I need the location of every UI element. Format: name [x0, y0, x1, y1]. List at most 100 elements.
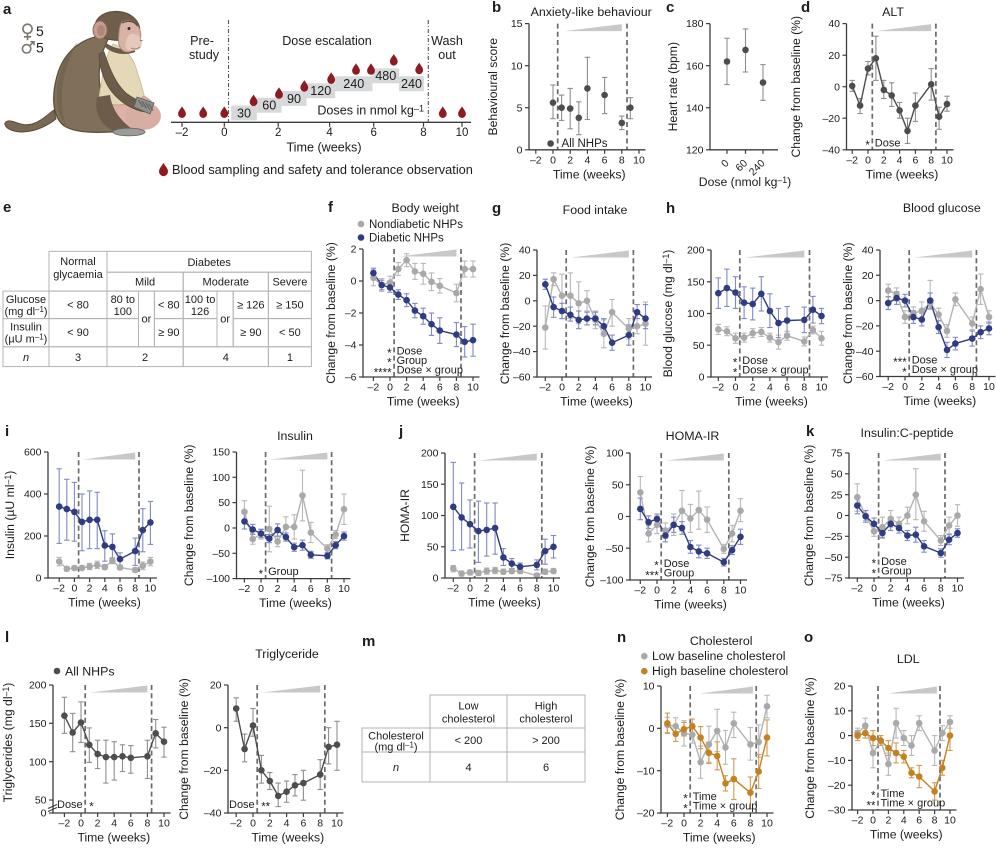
svg-text:Time: Time [693, 791, 717, 803]
svg-text:50: 50 [693, 340, 705, 352]
svg-text:0: 0 [654, 585, 660, 597]
svg-text:0: 0 [467, 583, 473, 595]
svg-text:4: 4 [584, 154, 590, 166]
svg-text:2: 2 [404, 382, 410, 394]
svg-text:m: m [362, 633, 375, 650]
svg-text:Change from baseline (%): Change from baseline (%) [803, 677, 817, 819]
svg-text:2: 2 [888, 583, 894, 595]
svg-text:–30: –30 [828, 805, 846, 817]
svg-text:*: * [89, 802, 94, 814]
svg-text:400: 400 [24, 489, 42, 501]
svg-text:–20: –20 [822, 113, 840, 125]
svg-text:Dose: Dose [875, 137, 901, 149]
svg-text:0: 0 [618, 511, 624, 523]
svg-text:0: 0 [221, 127, 227, 139]
svg-text:4: 4 [465, 762, 471, 774]
svg-text:–40: –40 [204, 808, 222, 820]
svg-text:High baseline cholesterol: High baseline cholesterol [652, 664, 788, 678]
svg-text:2: 2 [576, 382, 582, 394]
svg-text:4: 4 [111, 818, 117, 830]
svg-text:6: 6 [117, 583, 123, 595]
svg-text:**: ** [261, 802, 270, 814]
svg-text:150: 150 [687, 276, 705, 288]
svg-text:2: 2 [95, 818, 101, 830]
svg-text:90: 90 [287, 92, 301, 106]
svg-text:10: 10 [548, 583, 560, 595]
svg-text:–2: –2 [712, 382, 724, 394]
svg-text:4: 4 [904, 583, 910, 595]
svg-text:–2: –2 [230, 818, 242, 830]
svg-text:Cholesterol: Cholesterol [368, 731, 424, 743]
svg-text:10: 10 [941, 154, 953, 166]
svg-text:Group: Group [268, 566, 299, 578]
svg-text:–4: –4 [345, 340, 357, 352]
svg-text:100: 100 [421, 510, 439, 522]
svg-text:3: 3 [75, 352, 81, 364]
svg-text:2: 2 [87, 583, 93, 595]
svg-text:50: 50 [831, 468, 843, 480]
svg-text:60: 60 [262, 99, 276, 113]
svg-text:Time (weeks): Time (weeks) [683, 831, 756, 845]
svg-text:100: 100 [687, 308, 705, 320]
svg-text:–50: –50 [212, 548, 230, 560]
svg-text:Triglyceride: Triglyceride [255, 647, 319, 661]
svg-text:0: 0 [517, 144, 523, 156]
svg-text:0: 0 [36, 573, 42, 585]
svg-text:Dose × group: Dose × group [397, 365, 463, 377]
svg-text:*: * [902, 367, 907, 379]
svg-text:–20: –20 [828, 780, 846, 792]
svg-text:–20: –20 [856, 321, 874, 333]
svg-text:4: 4 [326, 127, 333, 139]
svg-text:Time (weeks): Time (weeks) [872, 596, 945, 610]
svg-text:–2: –2 [53, 583, 65, 595]
svg-text:–60: –60 [513, 372, 531, 384]
svg-text:4: 4 [901, 815, 907, 827]
svg-text:a: a [3, 1, 12, 18]
svg-text:0: 0 [733, 382, 739, 394]
svg-text:Time: Time [881, 788, 905, 800]
svg-text:10: 10 [511, 60, 523, 72]
svg-text:8: 8 [932, 815, 938, 827]
svg-text:Low baseline cholesterol: Low baseline cholesterol [652, 649, 785, 663]
svg-text:0: 0 [681, 818, 687, 830]
svg-text:Body weight: Body weight [391, 201, 459, 215]
svg-text:or: or [142, 314, 152, 326]
svg-text:*: * [683, 794, 688, 806]
svg-text:cholesterol: cholesterol [442, 714, 495, 726]
svg-text:Change from baseline (%): Change from baseline (%) [324, 242, 338, 384]
svg-text:Doses in nmol kg–1: Doses in nmol kg–1 [317, 104, 424, 118]
svg-text:–60: –60 [856, 371, 874, 383]
svg-text:***: *** [893, 357, 907, 369]
svg-text:study: study [189, 48, 220, 62]
svg-text:> 200: > 200 [532, 735, 560, 747]
svg-text:**: ** [867, 800, 876, 812]
svg-text:j: j [398, 423, 403, 440]
svg-text:100: 100 [212, 472, 230, 484]
svg-text:Dose: Dose [912, 354, 938, 366]
svg-text:0: 0 [387, 382, 393, 394]
svg-text:Dose: Dose [664, 558, 690, 570]
svg-text:Pre-: Pre- [190, 34, 214, 48]
svg-text:–20: –20 [637, 808, 655, 820]
svg-text:o: o [804, 629, 813, 646]
svg-text:*: * [865, 140, 870, 152]
svg-text:Change from baseline (%): Change from baseline (%) [802, 445, 816, 587]
svg-text:2: 2 [142, 352, 148, 364]
svg-text:Nondiabetic NHPs: Nondiabetic NHPs [369, 219, 463, 231]
svg-text:6: 6 [784, 382, 790, 394]
svg-text:Heart rate (bpm): Heart rate (bpm) [666, 42, 680, 131]
svg-text:10: 10 [952, 583, 964, 595]
svg-text:b: b [492, 0, 501, 16]
svg-text:10: 10 [338, 583, 350, 595]
svg-text:240: 240 [343, 77, 364, 91]
svg-text:2: 2 [698, 818, 704, 830]
svg-text:2: 2 [567, 154, 573, 166]
svg-text:10: 10 [331, 818, 343, 830]
svg-text:8: 8 [969, 381, 975, 393]
svg-text:5: 5 [36, 23, 44, 39]
svg-text:2: 2 [919, 381, 925, 393]
svg-text:40: 40 [519, 245, 531, 257]
svg-text:Time (weeks): Time (weeks) [468, 596, 541, 610]
svg-text:< 50: < 50 [279, 327, 301, 339]
svg-text:4: 4 [284, 818, 290, 830]
